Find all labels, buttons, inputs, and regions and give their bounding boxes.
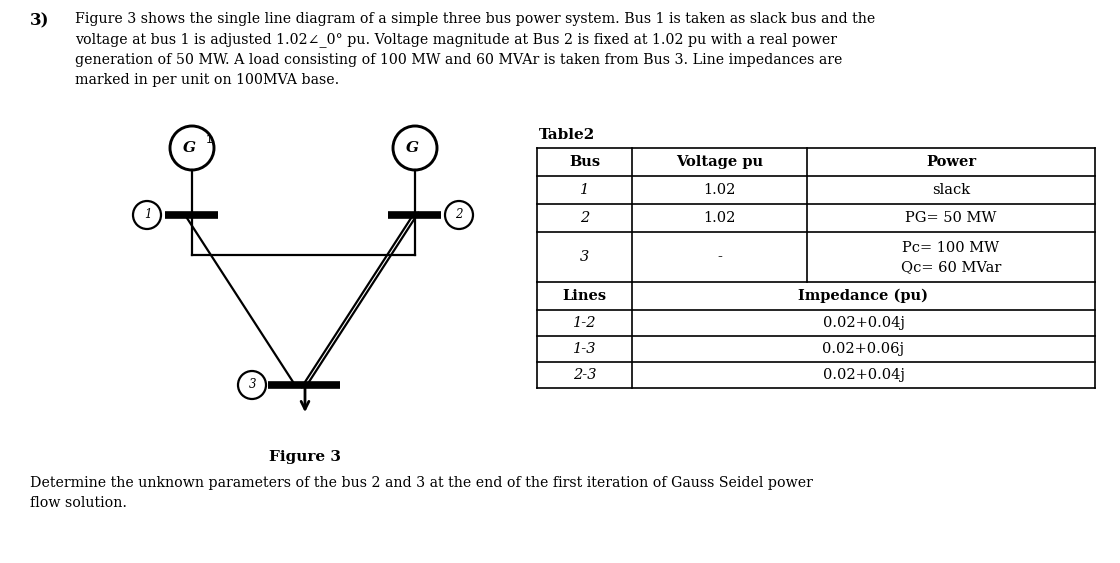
Text: 1.02: 1.02 <box>703 211 736 225</box>
Text: 1-2: 1-2 <box>572 316 596 330</box>
Text: Pc= 100 MW: Pc= 100 MW <box>903 242 999 256</box>
Text: G: G <box>405 141 419 155</box>
Text: 1: 1 <box>580 183 589 197</box>
Text: Figure 3: Figure 3 <box>269 450 340 464</box>
Text: 1.02: 1.02 <box>703 183 736 197</box>
Text: Determine the unknown parameters of the bus 2 and 3 at the end of the first iter: Determine the unknown parameters of the … <box>30 476 813 510</box>
Text: 2: 2 <box>580 211 589 225</box>
Text: PG= 50 MW: PG= 50 MW <box>905 211 997 225</box>
Text: Power: Power <box>926 155 976 169</box>
Text: Table2: Table2 <box>539 128 595 142</box>
Text: Lines: Lines <box>562 289 607 303</box>
Text: 2: 2 <box>455 208 463 221</box>
Text: Bus: Bus <box>569 155 600 169</box>
Text: Voltage pu: Voltage pu <box>676 155 763 169</box>
Text: 0.02+0.04j: 0.02+0.04j <box>822 316 905 330</box>
Text: 1-3: 1-3 <box>572 342 596 356</box>
Text: 0.02+0.04j: 0.02+0.04j <box>822 368 905 382</box>
Text: -: - <box>717 250 722 264</box>
Text: 1: 1 <box>144 208 151 221</box>
Text: 3: 3 <box>250 378 256 391</box>
Text: 3): 3) <box>30 12 49 29</box>
Text: slack: slack <box>932 183 970 197</box>
Text: Impedance (pu): Impedance (pu) <box>799 289 928 303</box>
Text: 2-3: 2-3 <box>572 368 596 382</box>
Text: 0.02+0.06j: 0.02+0.06j <box>822 342 905 356</box>
Text: Figure 3 shows the single line diagram of a simple three bus power system. Bus 1: Figure 3 shows the single line diagram o… <box>75 12 875 87</box>
Text: Qc= 60 MVar: Qc= 60 MVar <box>900 260 1001 274</box>
Text: 3: 3 <box>580 250 589 264</box>
Text: 1: 1 <box>206 135 213 145</box>
Text: G: G <box>183 141 196 155</box>
